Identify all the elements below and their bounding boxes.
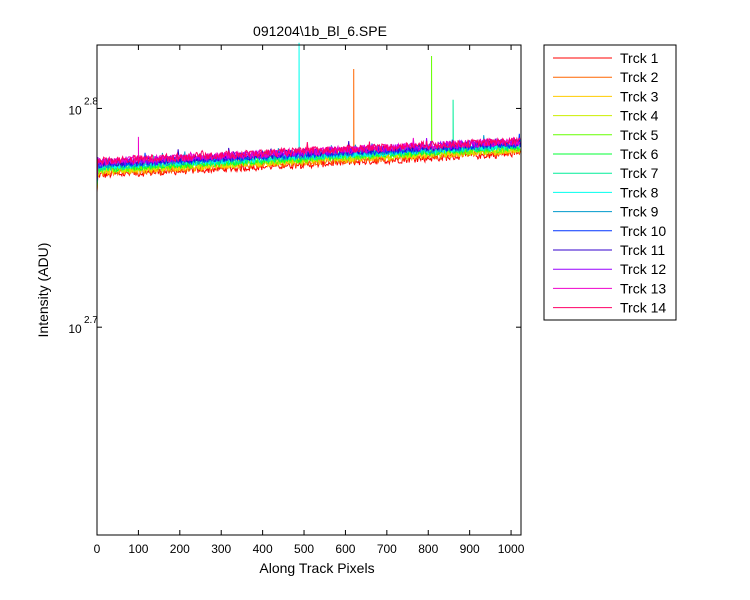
x-tick-label: 500 (294, 542, 314, 556)
series-line-trck-12 (96, 136, 521, 181)
legend-label-trck-14: Trck 14 (620, 300, 666, 316)
legend-label-trck-10: Trck 10 (620, 223, 666, 239)
legend-label-trck-4: Trck 4 (620, 108, 659, 124)
legend: Trck 1 Trck 2 Trck 3 Trck 4 Trck 5 Trck 6 Trck… (543, 44, 677, 321)
x-tick-label: 800 (418, 542, 438, 556)
y-tick-label-base: 10 (68, 322, 82, 336)
legend-label-trck-12: Trck 12 (620, 261, 666, 277)
plot-area (97, 45, 521, 535)
x-tick-label: 200 (170, 542, 190, 556)
y-tick-label-base: 10 (68, 103, 82, 117)
x-axis-label: Along Track Pixels (259, 560, 374, 576)
series-line-trck-14 (96, 136, 521, 179)
x-tick-label: 100 (128, 542, 148, 556)
y-tick-label-exponent: 2.7 (84, 315, 98, 326)
legend-label-trck-2: Trck 2 (620, 69, 659, 85)
legend-label-trck-5: Trck 5 (620, 127, 659, 143)
series-line-trck-9 (96, 135, 521, 183)
x-tick-label: 700 (377, 542, 397, 556)
legend-label-trck-8: Trck 8 (620, 184, 659, 200)
plot-frame (96, 44, 522, 536)
legend-label-trck-9: Trck 9 (620, 204, 659, 220)
legend-label-trck-7: Trck 7 (620, 165, 659, 181)
chart-title: 091204\1b_Bl_6.SPE (253, 23, 387, 39)
x-tick-label: 900 (460, 542, 480, 556)
legend-label-trck-3: Trck 3 (620, 88, 659, 104)
legend-box (543, 44, 677, 321)
x-ticks: 0 100 200 300 400 500 600 700 800 900 1000 (94, 45, 525, 556)
series-layer (96, 42, 521, 193)
x-tick-label: 600 (335, 542, 355, 556)
x-tick-label: 0 (94, 542, 101, 556)
legend-label-trck-6: Trck 6 (620, 146, 659, 162)
y-axis-label: Intensity (ADU) (35, 243, 51, 338)
x-tick-label: 300 (211, 542, 231, 556)
legend-label-trck-13: Trck 13 (620, 280, 666, 296)
y-tick-label-exponent: 2.8 (84, 96, 98, 107)
legend-items: Trck 1 Trck 2 Trck 3 Trck 4 Trck 5 Trck 6 Trck… (553, 50, 666, 316)
x-tick-label: 1000 (498, 542, 525, 556)
x-tick-label: 400 (253, 542, 273, 556)
legend-label-trck-11: Trck 11 (620, 242, 665, 258)
legend-label-trck-1: Trck 1 (620, 50, 659, 66)
